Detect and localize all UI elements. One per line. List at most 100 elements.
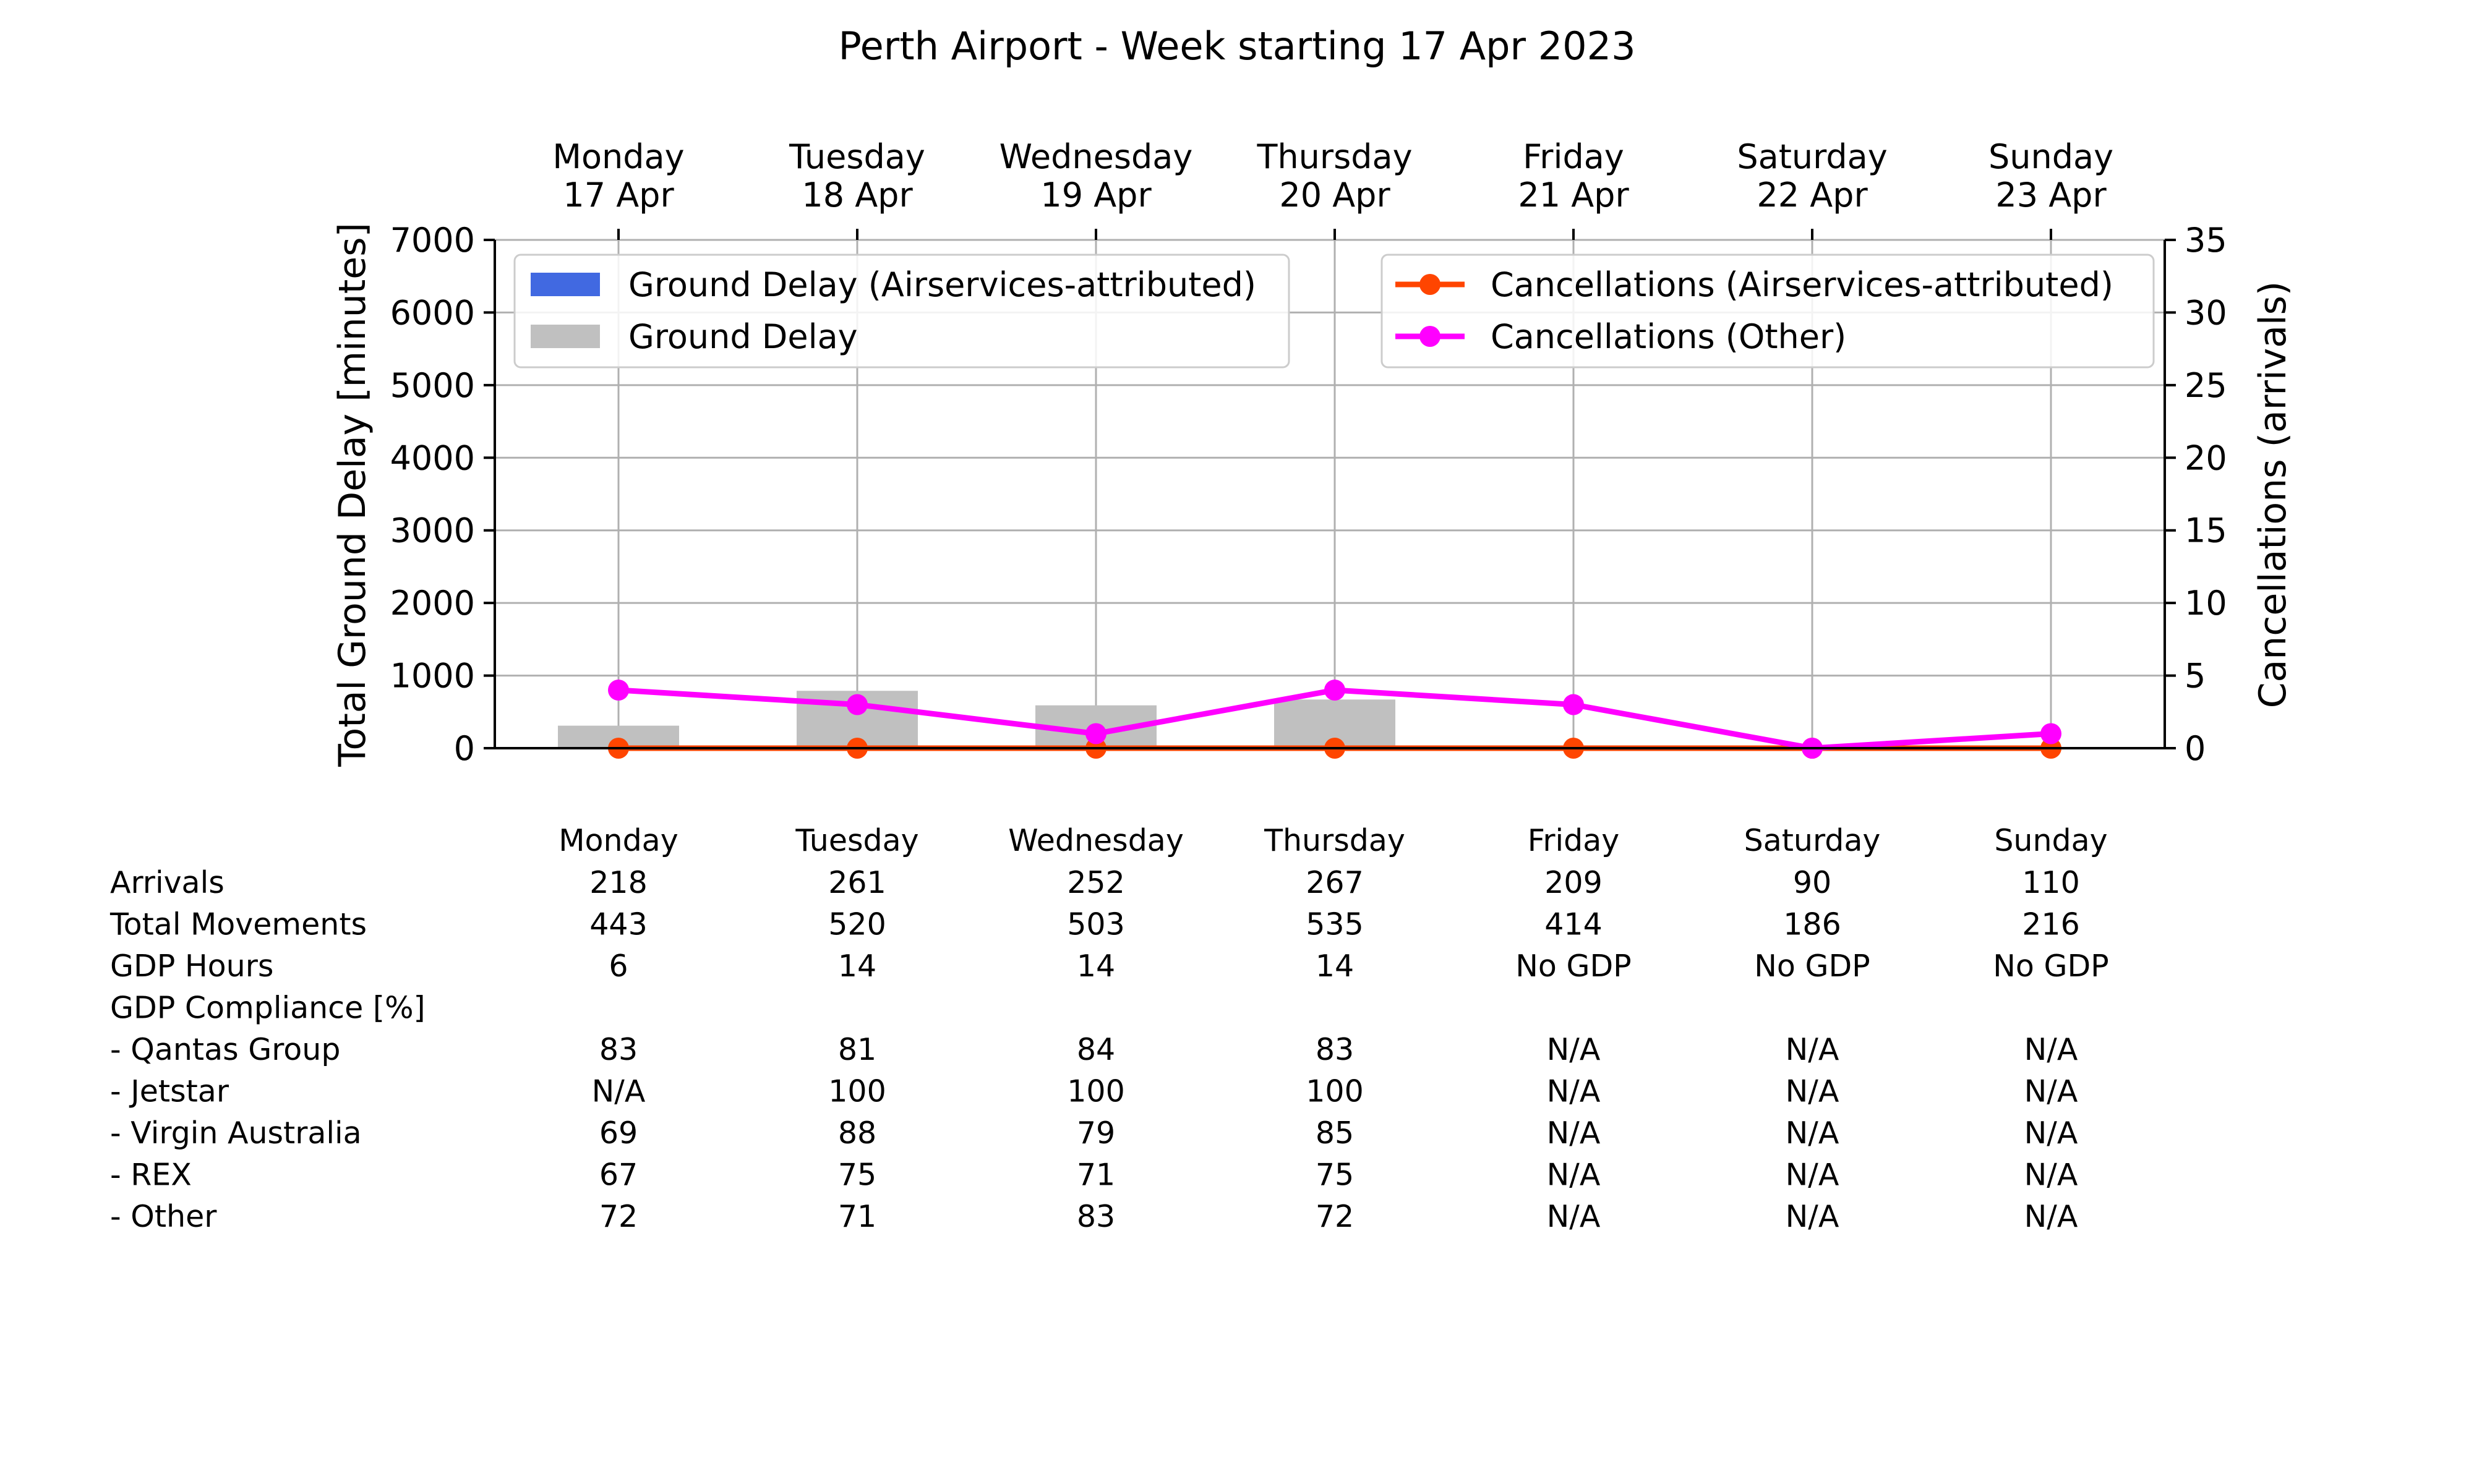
- y-right-tick-label: 10: [2185, 584, 2227, 623]
- table-cell: N/A: [2024, 1032, 2078, 1067]
- legend-swatch: [531, 273, 600, 296]
- table-cell: N/A: [1547, 1199, 1601, 1234]
- table-cell: 535: [1306, 907, 1364, 942]
- day-date-label: 17 Apr: [563, 176, 674, 215]
- day-name-label: Tuesday: [789, 137, 925, 176]
- table-cell: 186: [1783, 907, 1841, 942]
- legend-marker: [1419, 326, 1440, 347]
- y-right-tick-label: 30: [2185, 293, 2227, 332]
- point-cancellations-other: [1324, 680, 1345, 701]
- table-cell: 14: [1316, 949, 1354, 984]
- table-header-cell: Saturday: [1744, 823, 1881, 858]
- table-header-cell: Friday: [1528, 823, 1620, 858]
- table-cell: 84: [1077, 1032, 1115, 1067]
- y-right-axis-label: Cancellations (arrivals): [2251, 281, 2295, 709]
- y-right-tick-label: 5: [2185, 657, 2206, 696]
- table-cell: 88: [838, 1115, 876, 1151]
- table-cell: N/A: [2024, 1158, 2078, 1193]
- day-name-label: Friday: [1523, 137, 1624, 176]
- table-cell: 81: [838, 1032, 876, 1067]
- y-right-tick-label: 0: [2185, 729, 2206, 768]
- table-cell: 79: [1077, 1115, 1115, 1151]
- table-cell: N/A: [1547, 1158, 1601, 1193]
- table-cell: N/A: [1786, 1032, 1839, 1067]
- point-cancellations-other: [1563, 694, 1584, 715]
- table-header-cell: Wednesday: [1008, 823, 1184, 858]
- y-left-axis-label: Total Ground Delay [minutes]: [331, 223, 374, 767]
- table-row-label: GDP Compliance [%]: [110, 991, 426, 1026]
- legend-label: Cancellations (Airservices-attributed): [1491, 265, 2113, 304]
- y-right-tick-label: 20: [2185, 438, 2227, 477]
- day-name-label: Wednesday: [999, 137, 1193, 176]
- table-cell: 71: [1077, 1158, 1115, 1193]
- table-row-label: Total Movements: [109, 907, 367, 942]
- point-cancellations-other: [1085, 723, 1106, 744]
- table-cell: 503: [1067, 907, 1125, 942]
- point-cancellations-other: [608, 680, 629, 701]
- table-cell: 110: [2022, 865, 2080, 900]
- table-cell: No GDP: [1515, 949, 1631, 984]
- legend-label: Cancellations (Other): [1491, 317, 1846, 356]
- table-cell: N/A: [592, 1074, 646, 1109]
- table-row-label: - REX: [110, 1158, 192, 1193]
- table-cell: N/A: [1786, 1158, 1839, 1193]
- table-cell: 216: [2022, 907, 2080, 942]
- table-cell: N/A: [1786, 1199, 1839, 1234]
- table-cell: 443: [589, 907, 648, 942]
- table-row-label: GDP Hours: [110, 949, 273, 984]
- table-cell: N/A: [1786, 1074, 1839, 1109]
- legend-swatch: [531, 325, 600, 348]
- table-header-cell: Thursday: [1264, 823, 1405, 858]
- table-cell: 520: [828, 907, 886, 942]
- table-cell: N/A: [1547, 1115, 1601, 1151]
- table-row-label: - Qantas Group: [110, 1032, 340, 1067]
- table-cell: 14: [1077, 949, 1115, 984]
- day-date-label: 19 Apr: [1040, 176, 1152, 215]
- legend-label: Ground Delay: [628, 317, 858, 356]
- table-cell: 218: [589, 865, 648, 900]
- legend-label: Ground Delay (Airservices-attributed): [628, 265, 1256, 304]
- table-cell: N/A: [1786, 1115, 1839, 1151]
- y-left-tick-label: 2000: [390, 584, 475, 623]
- table-cell: 90: [1793, 865, 1831, 900]
- table-header-cell: Sunday: [1994, 823, 2107, 858]
- table-cell: N/A: [1547, 1074, 1601, 1109]
- y-left-tick-label: 0: [454, 729, 475, 768]
- table-cell: 100: [1306, 1074, 1364, 1109]
- legend-box-delay: [513, 254, 1290, 369]
- legend-box-cancellations: [1380, 254, 2155, 369]
- table-cell: 14: [838, 949, 876, 984]
- table-row-label: Arrivals: [110, 865, 225, 900]
- day-name-label: Monday: [552, 137, 684, 176]
- table-header-cell: Monday: [559, 823, 678, 858]
- day-name-label: Thursday: [1256, 137, 1412, 176]
- table-cell: 414: [1544, 907, 1603, 942]
- day-date-label: 20 Apr: [1279, 176, 1390, 215]
- table-row-label: - Other: [110, 1199, 217, 1234]
- table-cell: 67: [599, 1158, 638, 1193]
- table-cell: N/A: [2024, 1115, 2078, 1151]
- table-cell: 261: [828, 865, 886, 900]
- point-cancellations-other: [2040, 723, 2061, 744]
- day-date-label: 22 Apr: [1757, 176, 1868, 215]
- table-cell: N/A: [1547, 1032, 1601, 1067]
- legend-marker: [1419, 274, 1440, 295]
- table-cell: 100: [1067, 1074, 1125, 1109]
- chart-title: Perth Airport - Week starting 17 Apr 202…: [838, 23, 1635, 69]
- table-cell: 6: [609, 949, 628, 984]
- y-left-tick-label: 1000: [390, 657, 475, 696]
- table-cell: 83: [1077, 1199, 1115, 1234]
- table-row-label: - Jetstar: [110, 1074, 229, 1109]
- day-name-label: Sunday: [1988, 137, 2113, 176]
- y-right-tick-label: 35: [2185, 221, 2227, 260]
- day-name-label: Saturday: [1737, 137, 1887, 176]
- y-left-tick-label: 3000: [390, 511, 475, 550]
- table-cell: 71: [838, 1199, 876, 1234]
- table-cell: 72: [599, 1199, 638, 1234]
- table-cell: 83: [1316, 1032, 1354, 1067]
- table-cell: 252: [1067, 865, 1125, 900]
- table-cell: 69: [599, 1115, 638, 1151]
- day-date-label: 18 Apr: [802, 176, 913, 215]
- table-header-cell: Tuesday: [795, 823, 918, 858]
